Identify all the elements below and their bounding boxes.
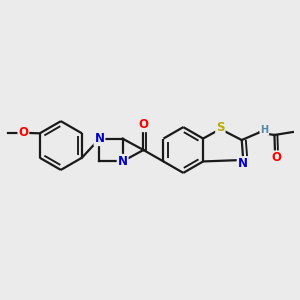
Text: H: H: [260, 124, 268, 135]
Text: N: N: [238, 157, 248, 170]
Text: N: N: [94, 132, 104, 145]
Text: S: S: [216, 121, 225, 134]
Text: O: O: [18, 126, 28, 139]
Text: O: O: [139, 118, 148, 131]
Text: O: O: [271, 152, 281, 164]
Text: N: N: [118, 155, 128, 168]
